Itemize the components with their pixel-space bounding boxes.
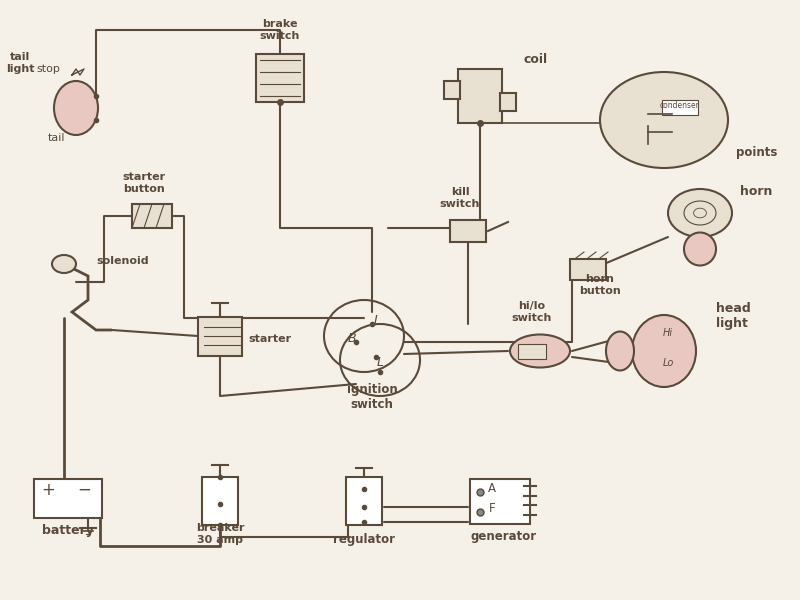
Text: tail
light: tail light (6, 52, 34, 74)
FancyBboxPatch shape (458, 69, 502, 123)
Text: −: − (77, 481, 91, 499)
Text: horn
button: horn button (579, 274, 621, 296)
FancyBboxPatch shape (444, 81, 460, 99)
Text: F: F (489, 502, 495, 515)
FancyBboxPatch shape (346, 477, 382, 525)
FancyBboxPatch shape (34, 479, 102, 517)
Text: Lo: Lo (662, 358, 674, 368)
Circle shape (600, 72, 728, 168)
FancyBboxPatch shape (518, 343, 546, 359)
Text: starter
button: starter button (122, 172, 166, 194)
Text: battery: battery (42, 524, 94, 537)
FancyBboxPatch shape (500, 93, 516, 111)
Text: head
light: head light (716, 302, 750, 330)
Text: solenoid: solenoid (96, 256, 149, 266)
Text: condenser: condenser (660, 101, 700, 110)
Text: coil: coil (524, 53, 548, 66)
FancyBboxPatch shape (202, 477, 238, 525)
Ellipse shape (606, 331, 634, 370)
Circle shape (694, 208, 706, 218)
FancyBboxPatch shape (470, 479, 530, 523)
Text: starter: starter (248, 334, 291, 344)
Text: points: points (736, 146, 778, 159)
Ellipse shape (684, 232, 716, 265)
Circle shape (684, 201, 716, 225)
Text: hi/lo
switch: hi/lo switch (512, 301, 552, 323)
Circle shape (52, 255, 76, 273)
Ellipse shape (54, 81, 98, 135)
Circle shape (668, 189, 732, 237)
FancyBboxPatch shape (132, 204, 172, 228)
Ellipse shape (510, 335, 570, 367)
Text: I: I (374, 314, 378, 327)
FancyBboxPatch shape (256, 54, 304, 102)
Text: ignition
switch: ignition switch (346, 383, 398, 411)
Ellipse shape (632, 315, 696, 387)
FancyBboxPatch shape (198, 317, 242, 355)
Text: brake
switch: brake switch (260, 19, 300, 41)
Text: horn: horn (740, 185, 772, 198)
FancyBboxPatch shape (662, 100, 698, 115)
Text: kill
switch: kill switch (440, 187, 480, 209)
Text: L: L (377, 356, 383, 369)
FancyBboxPatch shape (570, 259, 606, 280)
Text: A: A (488, 482, 496, 495)
FancyBboxPatch shape (450, 220, 486, 241)
Text: Hi: Hi (663, 328, 673, 338)
Text: B: B (348, 332, 356, 345)
Text: generator: generator (471, 530, 537, 543)
Text: +: + (41, 481, 55, 499)
Text: stop: stop (36, 64, 60, 74)
Text: breaker
30 amp: breaker 30 amp (196, 523, 244, 545)
Text: regulator: regulator (333, 533, 395, 546)
Text: tail: tail (47, 133, 65, 143)
